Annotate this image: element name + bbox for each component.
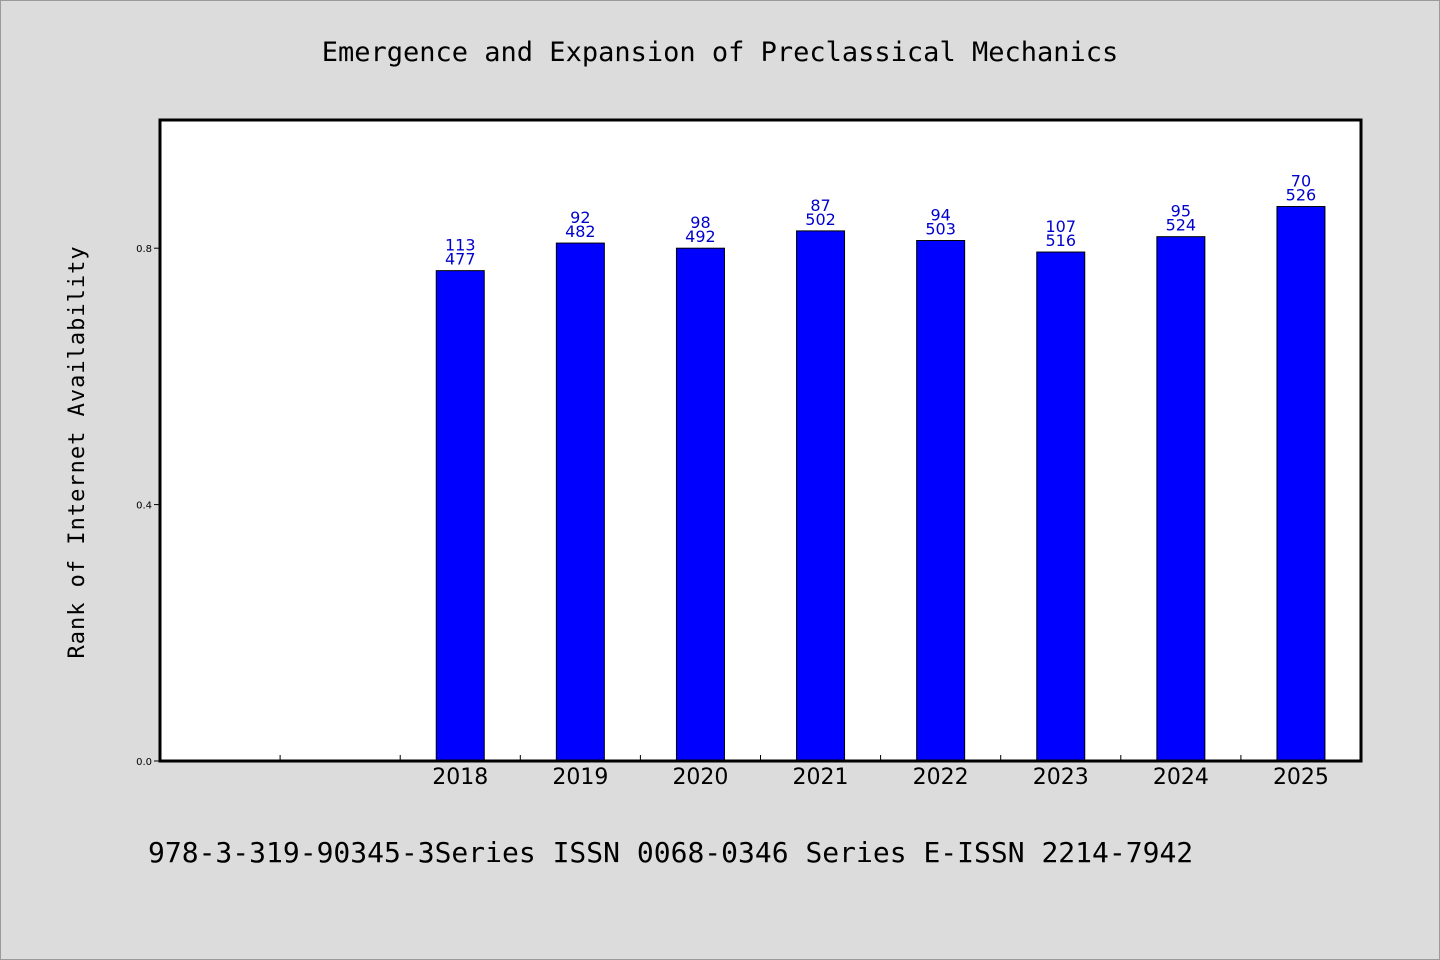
data-label-bottom: 482 bbox=[565, 222, 596, 241]
x-tick-label: 2023 bbox=[1033, 765, 1089, 790]
y-axis-label: Rank of Internet Availability bbox=[65, 245, 90, 658]
bar bbox=[555, 242, 605, 762]
bar bbox=[916, 240, 966, 762]
x-tick-labels: 2018 2019 2020 2021 2022 2023 2024 2025 bbox=[432, 765, 1329, 790]
bar bbox=[675, 247, 725, 762]
data-label-bottom: 516 bbox=[1045, 231, 1076, 250]
data-label-bottom: 492 bbox=[685, 227, 716, 246]
data-label-bottom: 503 bbox=[925, 220, 956, 239]
data-label-top: 98 bbox=[690, 213, 710, 232]
bar bbox=[1036, 251, 1086, 762]
data-label-top: 95 bbox=[1171, 202, 1191, 221]
bar bbox=[1156, 236, 1206, 762]
footer-text: 978-3-319-90345-3Series ISSN 0068-0346 S… bbox=[148, 836, 1193, 869]
data-label-top: 107 bbox=[1045, 217, 1076, 236]
bar bbox=[796, 230, 846, 762]
bars bbox=[435, 206, 1326, 762]
bar bbox=[435, 270, 485, 762]
y-tick-label: 0.8 bbox=[136, 244, 152, 255]
data-label-top: 87 bbox=[810, 196, 830, 215]
data-label-top: 92 bbox=[570, 208, 590, 227]
y-tick-label: 0.0 bbox=[136, 757, 152, 768]
data-label-bottom: 524 bbox=[1166, 216, 1197, 235]
x-tick-label: 2022 bbox=[913, 765, 969, 790]
data-label-top: 70 bbox=[1291, 172, 1311, 191]
y-tick-label: 0.4 bbox=[136, 501, 152, 512]
x-tick-label: 2024 bbox=[1153, 765, 1209, 790]
bar bbox=[1276, 206, 1326, 762]
data-label-bottom: 526 bbox=[1286, 186, 1317, 205]
plot-border bbox=[158, 118, 1363, 763]
x-tick-label: 2021 bbox=[793, 765, 849, 790]
x-tick-label: 2020 bbox=[672, 765, 728, 790]
chart-title: Emergence and Expansion of Preclassical … bbox=[322, 37, 1119, 68]
data-label-top: 113 bbox=[445, 236, 476, 255]
data-label-bottom: 477 bbox=[445, 250, 476, 269]
y-tick-labels: 0.0 0.4 0.8 bbox=[136, 244, 152, 768]
data-label-top: 94 bbox=[930, 206, 950, 225]
data-label-bottom: 502 bbox=[805, 210, 836, 229]
x-tick-label: 2018 bbox=[432, 765, 488, 790]
x-tick-label: 2019 bbox=[552, 765, 608, 790]
x-tick-label: 2025 bbox=[1273, 765, 1329, 790]
